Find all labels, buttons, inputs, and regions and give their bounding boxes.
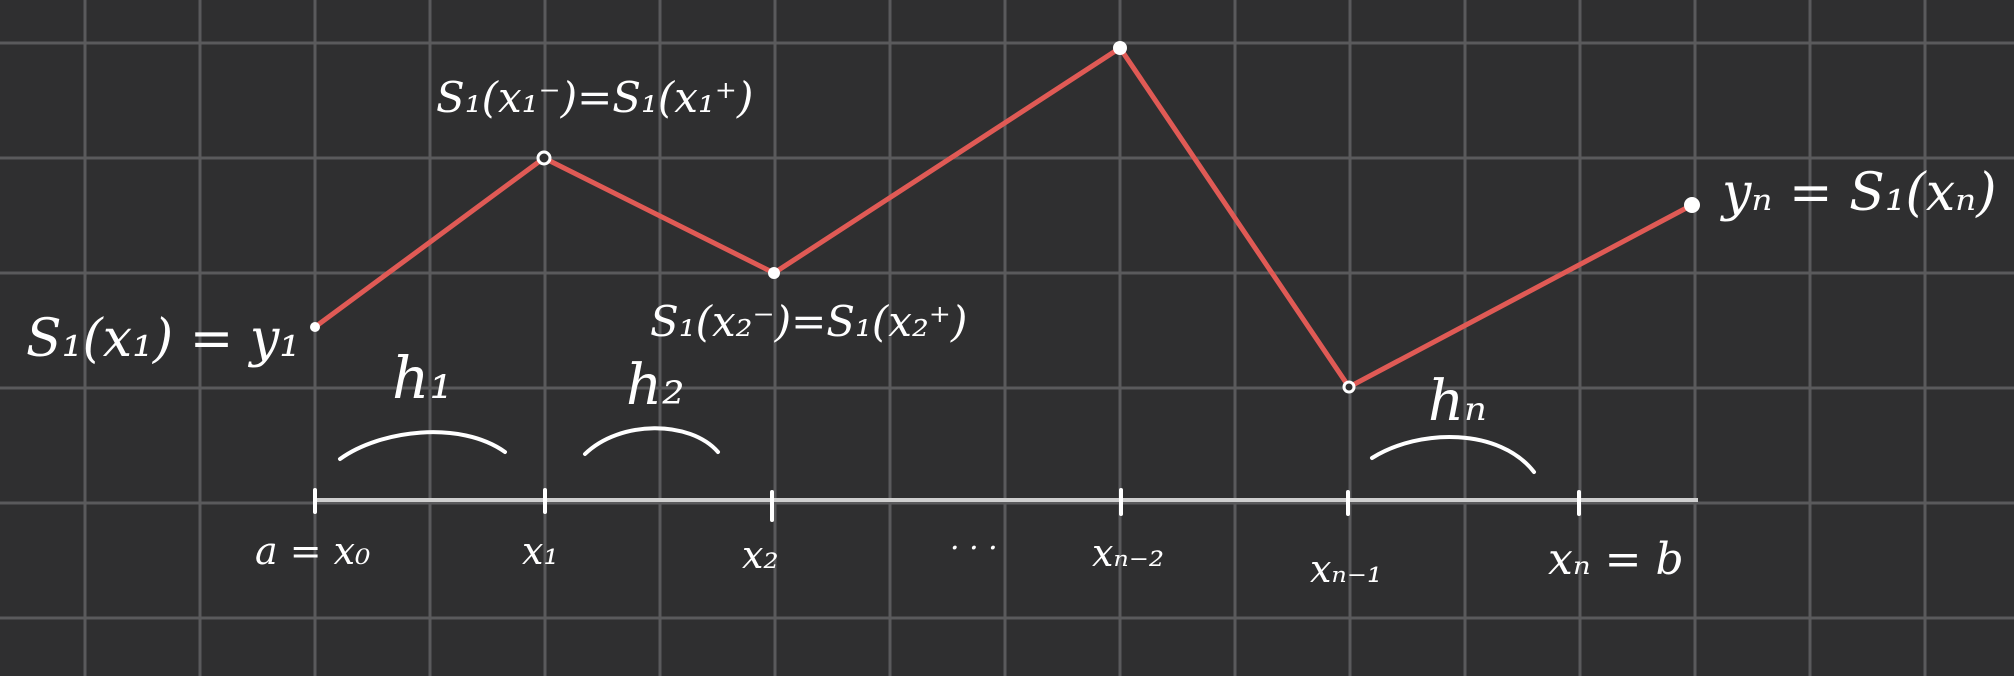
node-xn1: [1342, 380, 1356, 394]
annotation-x2: S₁(x₂⁻)=S₁(x₂⁺): [650, 297, 967, 346]
annotation-end: yₙ = S₁(xₙ): [1720, 163, 1997, 223]
node-start: [310, 322, 320, 332]
label-a-x0: a = x₀: [255, 529, 370, 573]
annotation-start: S₁(x₁) = y₁: [26, 309, 300, 369]
label-dots: · · ·: [950, 531, 998, 566]
node-peak: [1113, 41, 1127, 55]
label-x2: x₂: [742, 533, 779, 577]
label-h1: h₁: [392, 344, 453, 412]
linear-spline-curve: [312, 45, 1695, 390]
label-hn: hₙ: [1428, 369, 1487, 434]
interval-braces: [338, 426, 1536, 474]
brace-hn: [1370, 435, 1536, 474]
brace-h2: [583, 426, 720, 456]
axis-ticks: [313, 488, 1581, 522]
node-x1: [536, 150, 552, 166]
label-xn-2: xₙ₋₂: [1092, 531, 1164, 575]
spline-nodes: [310, 41, 1700, 394]
brace-h1: [338, 430, 507, 461]
annotation-x1: S₁(x₁⁻)=S₁(x₁⁺): [436, 73, 753, 122]
node-x2: [768, 267, 780, 279]
label-xn-1: xₙ₋₁: [1310, 547, 1382, 591]
label-h2: h₂: [626, 353, 685, 418]
label-x1: x₁: [522, 529, 559, 573]
node-end: [1684, 197, 1700, 213]
label-xn-b: xₙ = b: [1548, 534, 1684, 585]
